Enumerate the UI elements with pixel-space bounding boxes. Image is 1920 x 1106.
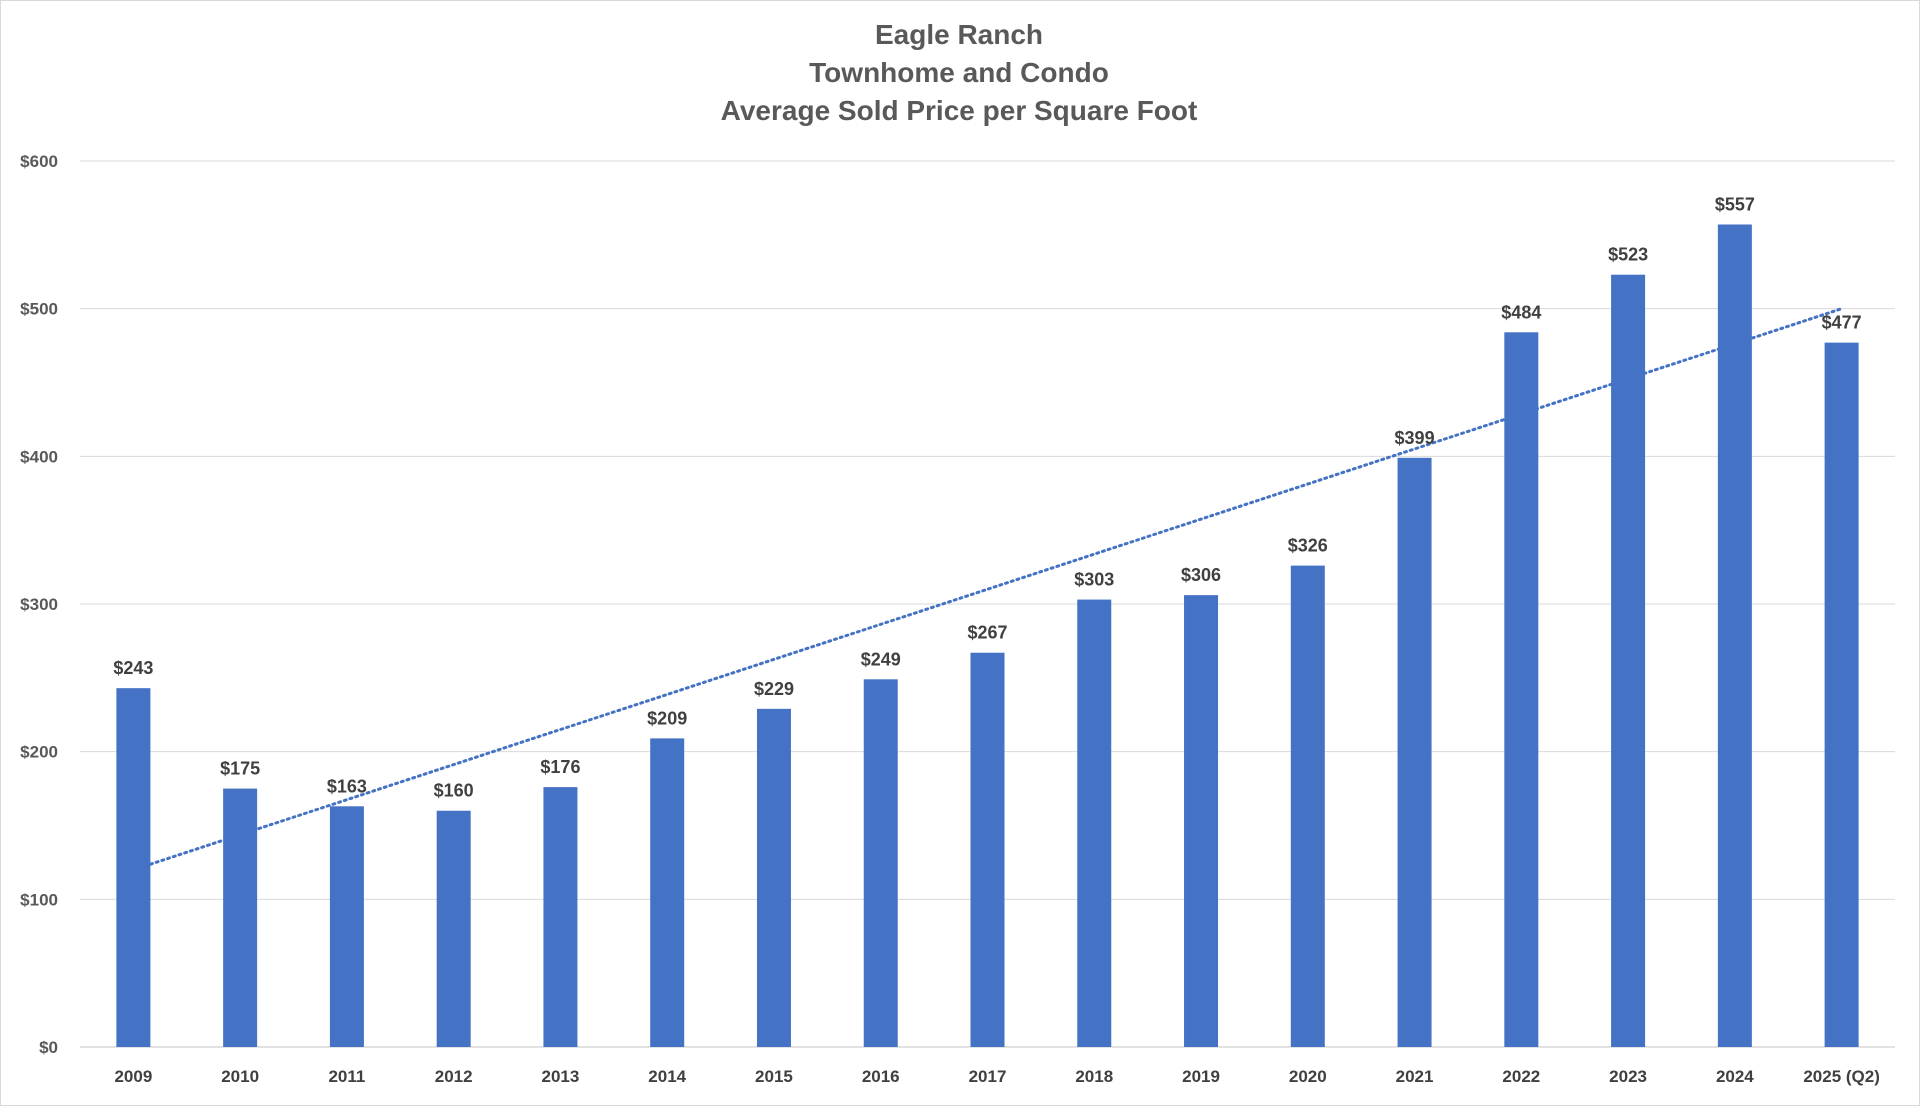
y-tick-label: $100 — [20, 890, 58, 909]
x-axis: 2009 2010 2011 2012 2013 2014 2015 2016 2017 2018… — [114, 1067, 1879, 1086]
x-tick-label: 2010 — [221, 1067, 259, 1086]
bar — [223, 788, 258, 1047]
bar — [116, 688, 151, 1047]
data-label: $243 — [113, 658, 153, 678]
data-labels: $243 $175 $163 $160 $176 $209 $229 $249 $267 $303… — [113, 194, 1861, 800]
x-tick-label: 2019 — [1182, 1067, 1220, 1086]
x-tick-label: 2020 — [1289, 1067, 1327, 1086]
x-tick-label: 2011 — [328, 1067, 365, 1086]
data-label: $326 — [1288, 536, 1328, 556]
data-label: $477 — [1822, 313, 1862, 333]
trendline-line — [131, 307, 1844, 872]
x-tick-label: 2013 — [542, 1067, 580, 1086]
y-tick-label: $400 — [20, 447, 58, 466]
data-label: $484 — [1501, 302, 1541, 322]
x-tick-label: 2025 (Q2) — [1803, 1067, 1880, 1086]
chart-title-line-2: Townhome and Condo — [809, 57, 1109, 88]
bar — [329, 806, 364, 1047]
bar — [1504, 332, 1539, 1047]
x-tick-label: 2012 — [435, 1067, 473, 1086]
chart-title-line-1: Eagle Ranch — [874, 19, 1044, 50]
bar — [436, 810, 471, 1047]
bar — [1184, 595, 1219, 1047]
bar — [1397, 457, 1432, 1047]
data-label: $557 — [1715, 194, 1755, 214]
chart-title-line-3: Average Sold Price per Square Foot — [720, 95, 1198, 126]
data-label: $249 — [861, 649, 901, 669]
bars — [116, 224, 1859, 1047]
bar — [650, 738, 685, 1047]
bar — [543, 787, 578, 1047]
data-label: $163 — [327, 776, 367, 796]
data-label: $267 — [967, 623, 1007, 643]
data-label: $523 — [1608, 245, 1648, 265]
trendline — [131, 307, 1844, 872]
data-label: $176 — [540, 757, 580, 777]
data-label: $303 — [1074, 570, 1114, 590]
bar — [1290, 565, 1325, 1047]
y-tick-label: $300 — [20, 595, 58, 614]
x-tick-label: 2016 — [862, 1067, 900, 1086]
x-tick-label: 2024 — [1716, 1067, 1754, 1086]
bar — [863, 679, 898, 1047]
bar — [1611, 274, 1646, 1047]
bar — [1077, 599, 1112, 1047]
data-label: $175 — [220, 759, 260, 779]
bar — [756, 708, 791, 1047]
chart-title: Eagle Ranch Townhome and Condo Average S… — [0, 16, 1918, 130]
bar — [1717, 224, 1752, 1047]
y-tick-label: $600 — [20, 152, 58, 171]
x-tick-label: 2015 — [755, 1067, 793, 1086]
x-tick-label: 2023 — [1609, 1067, 1647, 1086]
x-tick-label: 2021 — [1396, 1067, 1434, 1086]
data-label: $160 — [434, 781, 474, 801]
data-label: $229 — [754, 679, 794, 699]
bar — [970, 652, 1005, 1047]
x-tick-label: 2022 — [1502, 1067, 1540, 1086]
x-tick-label: 2017 — [969, 1067, 1007, 1086]
x-tick-label: 2014 — [648, 1067, 686, 1086]
data-label: $209 — [647, 708, 687, 728]
data-label: $399 — [1395, 428, 1435, 448]
bar — [1824, 342, 1859, 1047]
y-axis: $0 $100 $200 $300 $400 $500 $600 — [20, 152, 58, 1057]
y-tick-label: $500 — [20, 300, 58, 319]
x-tick-label: 2018 — [1075, 1067, 1113, 1086]
y-tick-label: $0 — [39, 1038, 58, 1057]
x-tick-label: 2009 — [114, 1067, 152, 1086]
y-tick-label: $200 — [20, 743, 58, 762]
data-label: $306 — [1181, 565, 1221, 585]
